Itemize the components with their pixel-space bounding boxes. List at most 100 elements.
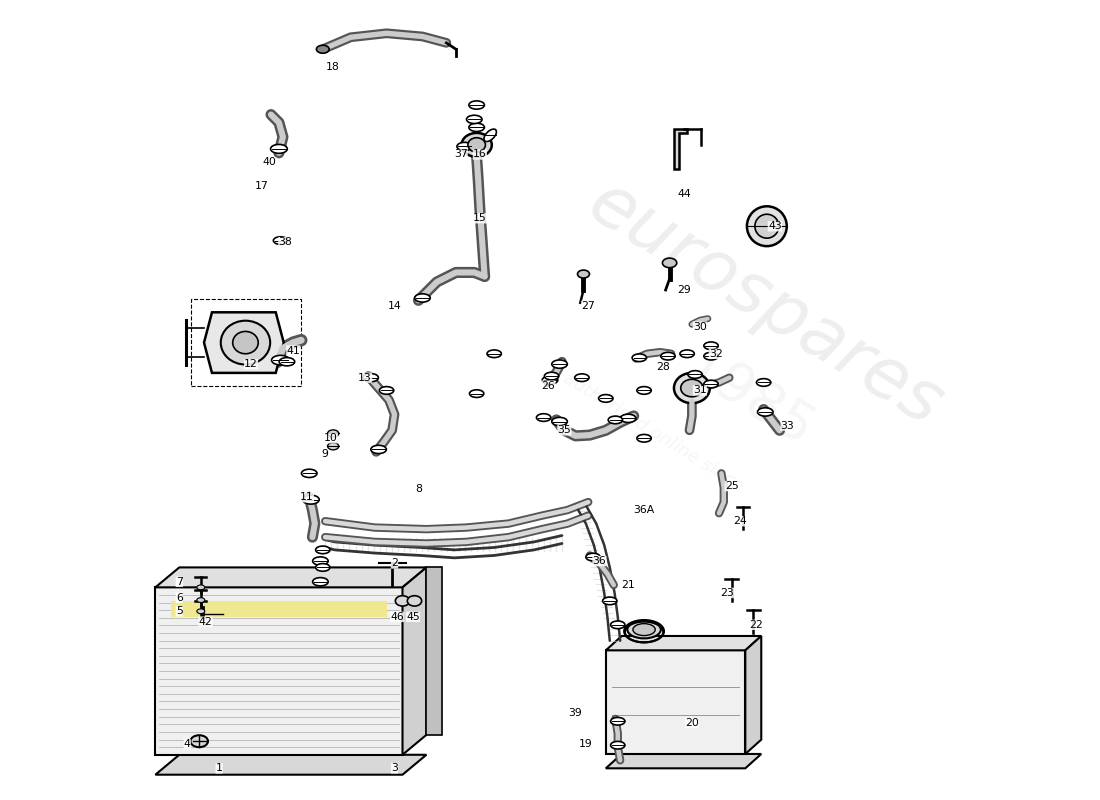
Ellipse shape (598, 394, 613, 402)
Ellipse shape (674, 373, 710, 403)
Polygon shape (746, 636, 761, 754)
Ellipse shape (371, 446, 386, 454)
Ellipse shape (610, 742, 625, 749)
Polygon shape (427, 567, 442, 735)
Circle shape (755, 214, 779, 238)
Text: 36A: 36A (634, 505, 654, 515)
Ellipse shape (484, 129, 496, 142)
Ellipse shape (272, 355, 289, 365)
Polygon shape (673, 129, 688, 169)
Ellipse shape (680, 350, 694, 358)
Ellipse shape (271, 145, 287, 154)
Text: 8: 8 (415, 484, 422, 494)
Text: 7: 7 (176, 577, 183, 586)
Ellipse shape (610, 621, 625, 629)
Text: 13: 13 (359, 373, 372, 382)
Text: 38: 38 (278, 237, 293, 247)
Ellipse shape (301, 469, 317, 478)
Ellipse shape (462, 133, 492, 157)
Text: 16: 16 (473, 150, 486, 159)
Text: 35: 35 (558, 426, 571, 435)
Polygon shape (606, 650, 746, 754)
Ellipse shape (757, 378, 771, 386)
Ellipse shape (487, 350, 502, 358)
Ellipse shape (758, 408, 773, 416)
Ellipse shape (627, 621, 661, 638)
Ellipse shape (415, 294, 430, 302)
Text: 43: 43 (768, 222, 782, 231)
Text: eurospares: eurospares (575, 168, 955, 441)
Ellipse shape (608, 416, 623, 424)
Text: 10: 10 (323, 434, 338, 443)
Ellipse shape (221, 321, 271, 365)
Ellipse shape (610, 718, 625, 725)
Ellipse shape (578, 270, 590, 278)
Text: 5: 5 (176, 606, 183, 616)
Text: 41: 41 (286, 346, 300, 355)
Text: 28: 28 (657, 362, 670, 371)
Polygon shape (155, 754, 427, 774)
Ellipse shape (379, 386, 394, 394)
Text: 11: 11 (300, 492, 313, 502)
Text: 2: 2 (392, 558, 398, 569)
Ellipse shape (395, 596, 409, 606)
Polygon shape (155, 567, 427, 587)
Text: 36: 36 (593, 556, 606, 566)
Ellipse shape (620, 414, 636, 422)
Ellipse shape (542, 376, 558, 384)
Text: 21: 21 (621, 580, 635, 590)
Text: 6: 6 (176, 593, 183, 602)
Text: 25: 25 (725, 481, 738, 491)
Ellipse shape (328, 430, 339, 437)
Ellipse shape (469, 101, 484, 109)
Ellipse shape (544, 372, 559, 380)
Ellipse shape (637, 386, 651, 394)
Text: 26: 26 (541, 381, 556, 390)
Text: 20: 20 (685, 718, 698, 728)
Ellipse shape (190, 735, 208, 747)
Polygon shape (606, 754, 761, 768)
Ellipse shape (688, 370, 702, 378)
Text: 40: 40 (263, 158, 276, 167)
Ellipse shape (662, 258, 676, 268)
Text: 30: 30 (693, 322, 707, 332)
Text: 9: 9 (321, 450, 329, 459)
Text: 19: 19 (579, 739, 593, 750)
Text: 45: 45 (406, 612, 420, 622)
Text: 24: 24 (733, 516, 747, 526)
Ellipse shape (632, 354, 647, 362)
Ellipse shape (197, 585, 205, 590)
Ellipse shape (632, 624, 656, 635)
Ellipse shape (312, 557, 328, 565)
Text: 23: 23 (720, 588, 734, 598)
Polygon shape (204, 312, 284, 373)
Ellipse shape (312, 578, 328, 586)
Polygon shape (155, 587, 403, 754)
Text: 32: 32 (708, 349, 723, 358)
Text: 27: 27 (582, 301, 595, 311)
Ellipse shape (302, 495, 319, 504)
Ellipse shape (456, 142, 473, 150)
Ellipse shape (661, 352, 675, 360)
Polygon shape (172, 601, 386, 618)
Ellipse shape (233, 331, 258, 354)
Text: 29: 29 (678, 285, 691, 295)
Text: 3: 3 (392, 763, 398, 774)
Ellipse shape (407, 596, 421, 606)
Ellipse shape (316, 563, 330, 571)
Text: 39: 39 (569, 707, 582, 718)
Ellipse shape (552, 360, 568, 368)
Circle shape (747, 206, 786, 246)
Ellipse shape (603, 597, 617, 605)
Ellipse shape (328, 442, 339, 450)
Polygon shape (403, 567, 427, 754)
Text: authorised online since: authorised online since (560, 369, 747, 495)
Text: 46: 46 (390, 612, 404, 622)
Text: 1: 1 (216, 763, 222, 774)
Text: 15: 15 (473, 214, 486, 223)
Ellipse shape (704, 380, 718, 388)
Text: 17: 17 (254, 182, 268, 191)
Ellipse shape (316, 546, 330, 554)
Polygon shape (606, 636, 761, 650)
Ellipse shape (197, 598, 205, 602)
